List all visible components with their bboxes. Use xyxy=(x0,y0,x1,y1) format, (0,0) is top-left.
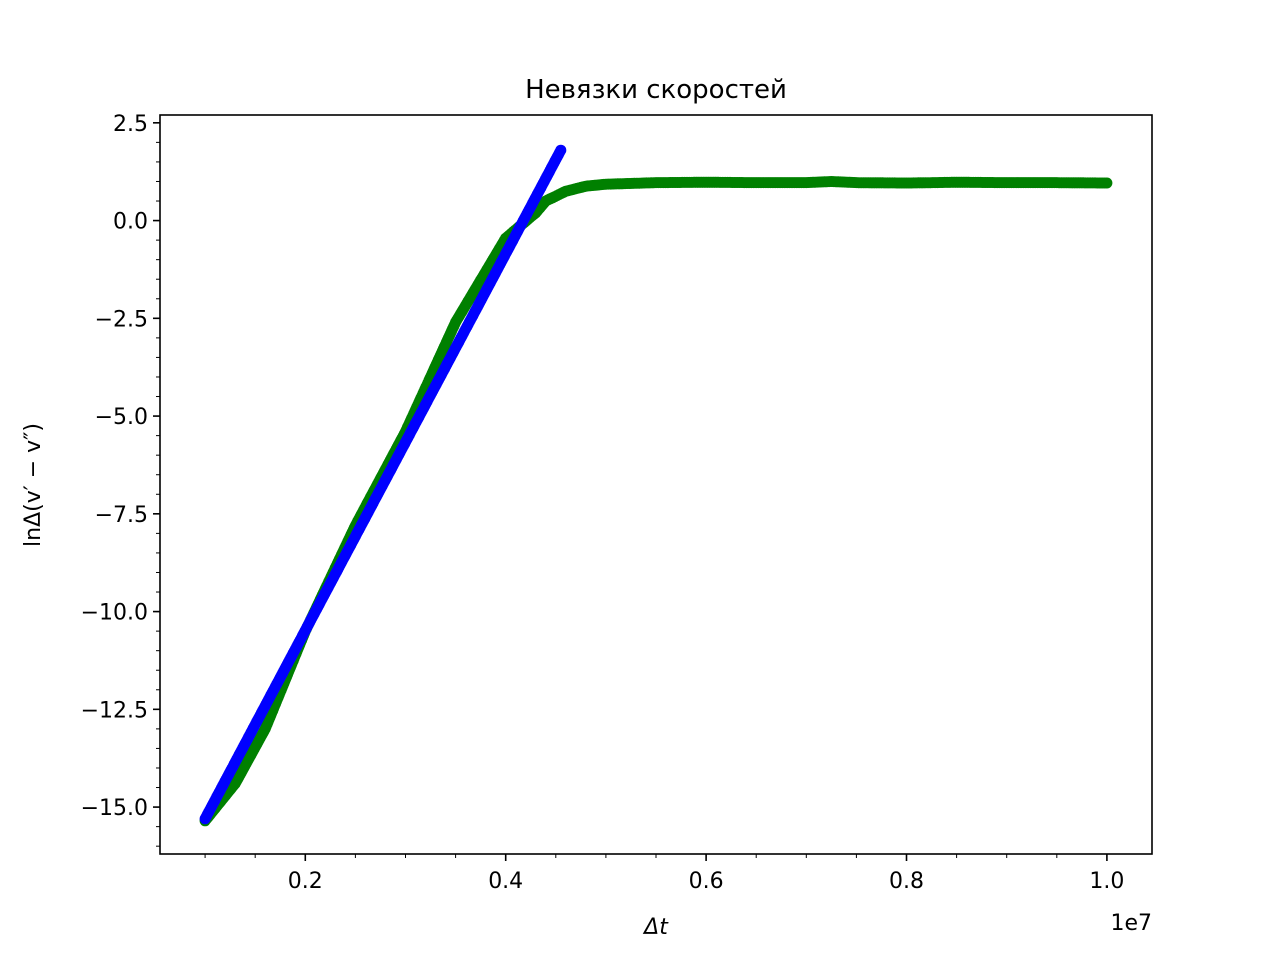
series-1 xyxy=(199,144,567,825)
x-axis: 0.2 0.4 0.6 0.8 1.0 xyxy=(204,854,1124,894)
data-point xyxy=(1101,177,1113,189)
y-tick-label: −7.5 xyxy=(95,503,148,528)
y-tick-label: −12.5 xyxy=(81,698,148,723)
x-tick-label: 1.0 xyxy=(1089,869,1124,894)
x-tick-label: 0.6 xyxy=(689,869,724,894)
series-0 xyxy=(199,176,1113,827)
series-layer xyxy=(199,144,1113,827)
x-axis-label: Δt xyxy=(642,915,669,940)
y-axis: 2.5 0.0 −2.5 −5.0 −7.5 −10.0 −12.5 −15.0 xyxy=(81,112,160,847)
y-axis-label: lnΔ(v′ − v″) xyxy=(21,423,46,547)
data-point xyxy=(555,144,567,156)
y-tick-label: −15.0 xyxy=(81,796,148,821)
x-axis-offset-label: 1e7 xyxy=(1110,911,1152,936)
y-tick-label: −5.0 xyxy=(95,405,148,430)
chart-title: Невязки скоростей xyxy=(525,75,787,105)
y-tick-label: 0.0 xyxy=(113,210,148,235)
x-tick-label: 0.8 xyxy=(889,869,924,894)
y-tick-label: −2.5 xyxy=(95,307,148,332)
y-tick-label: 2.5 xyxy=(113,112,148,137)
plot-frame xyxy=(159,114,1153,855)
y-tick-label: −10.0 xyxy=(81,601,148,626)
x-tick-label: 0.4 xyxy=(488,869,523,894)
x-tick-label: 0.2 xyxy=(288,869,323,894)
